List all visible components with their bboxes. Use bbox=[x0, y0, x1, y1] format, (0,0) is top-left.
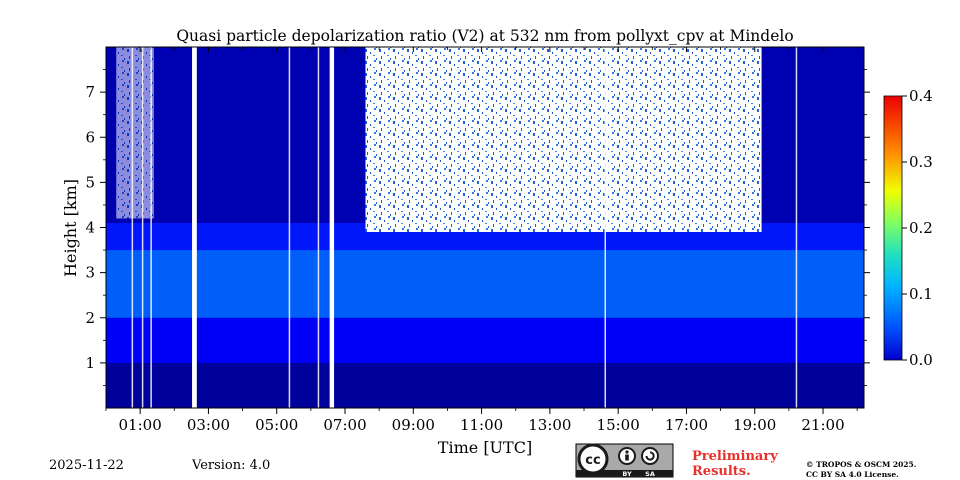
data-dropout bbox=[604, 47, 607, 408]
noisy-region bbox=[365, 47, 762, 233]
colorbar-tick-label: 0.1 bbox=[909, 285, 933, 303]
preliminary-notice: Preliminary Results. bbox=[692, 449, 778, 479]
x-tick-label: 09:00 bbox=[392, 416, 435, 434]
x-axis: 01:00 03:00 05:00 07:00 09:00 11:00 13:00 15:00… bbox=[105, 47, 858, 434]
heatmap-layer bbox=[106, 250, 864, 318]
copyright-line-1: © TROPOS & OSCM 2025. bbox=[806, 460, 917, 469]
x-axis-label: Time [UTC] bbox=[438, 438, 532, 457]
data-gap bbox=[329, 47, 335, 408]
date-label: 2025-11-22 bbox=[49, 458, 124, 473]
data-dropout bbox=[141, 47, 144, 408]
data-dropout bbox=[131, 47, 134, 408]
chart-title: Quasi particle depolarization ratio (V2)… bbox=[176, 27, 793, 45]
version-label: Version: 4.0 bbox=[192, 458, 271, 473]
x-tick-label: 19:00 bbox=[733, 416, 776, 434]
x-tick-label: 15:00 bbox=[597, 416, 640, 434]
x-tick-label: 01:00 bbox=[119, 416, 162, 434]
y-tick-label: 6 bbox=[85, 128, 95, 146]
copyright-line-2: CC BY SA 4.0 License. bbox=[806, 470, 899, 479]
data-dropout bbox=[150, 47, 152, 408]
y-axis: 1 2 3 4 5 6 7 bbox=[85, 69, 870, 386]
plot-area bbox=[106, 47, 864, 408]
sa-icon bbox=[641, 447, 659, 465]
x-tick-label: 17:00 bbox=[665, 416, 708, 434]
x-tick-label: 03:00 bbox=[187, 416, 230, 434]
preliminary-line-1: Preliminary bbox=[692, 449, 778, 464]
data-gap bbox=[192, 47, 197, 408]
colorbar-gradient bbox=[883, 95, 903, 361]
y-tick-label: 3 bbox=[85, 264, 95, 282]
x-tick-label: 13:00 bbox=[528, 416, 571, 434]
heatmap-layer bbox=[106, 362, 864, 408]
preliminary-line-2: Results. bbox=[692, 464, 751, 479]
x-tick-label: 21:00 bbox=[801, 416, 844, 434]
by-label: BY bbox=[622, 470, 632, 478]
colorbar: 0.0 0.1 0.2 0.3 0.4 bbox=[883, 87, 933, 369]
sa-label: SA bbox=[645, 470, 655, 478]
y-axis-label: Height [km] bbox=[61, 179, 80, 277]
noisy-region bbox=[116, 47, 154, 219]
copyright-notice: © TROPOS & OSCM 2025. CC BY SA 4.0 Licen… bbox=[806, 460, 916, 480]
y-tick-label: 1 bbox=[85, 354, 95, 372]
y-tick-label: 2 bbox=[85, 309, 95, 327]
colorbar-tick-label: 0.4 bbox=[909, 87, 933, 105]
cc-icon bbox=[577, 443, 609, 475]
colorbar-tick-label: 0.0 bbox=[909, 351, 933, 369]
colorbar-tick-label: 0.2 bbox=[909, 219, 933, 237]
heatmap-layer bbox=[106, 317, 864, 363]
data-dropout bbox=[317, 47, 320, 408]
x-tick-label: 05:00 bbox=[255, 416, 298, 434]
cc-icon-label: cc bbox=[585, 453, 600, 468]
y-tick-label: 7 bbox=[85, 83, 95, 101]
y-tick-label: 5 bbox=[85, 173, 95, 191]
data-dropout bbox=[795, 47, 798, 408]
colorbar-tick-label: 0.3 bbox=[909, 153, 933, 171]
data-dropout bbox=[288, 47, 291, 408]
license-badge: cc BY SA bbox=[575, 443, 674, 478]
x-tick-label: 07:00 bbox=[323, 416, 366, 434]
x-tick-label: 11:00 bbox=[460, 416, 503, 434]
y-tick-label: 4 bbox=[85, 219, 95, 237]
